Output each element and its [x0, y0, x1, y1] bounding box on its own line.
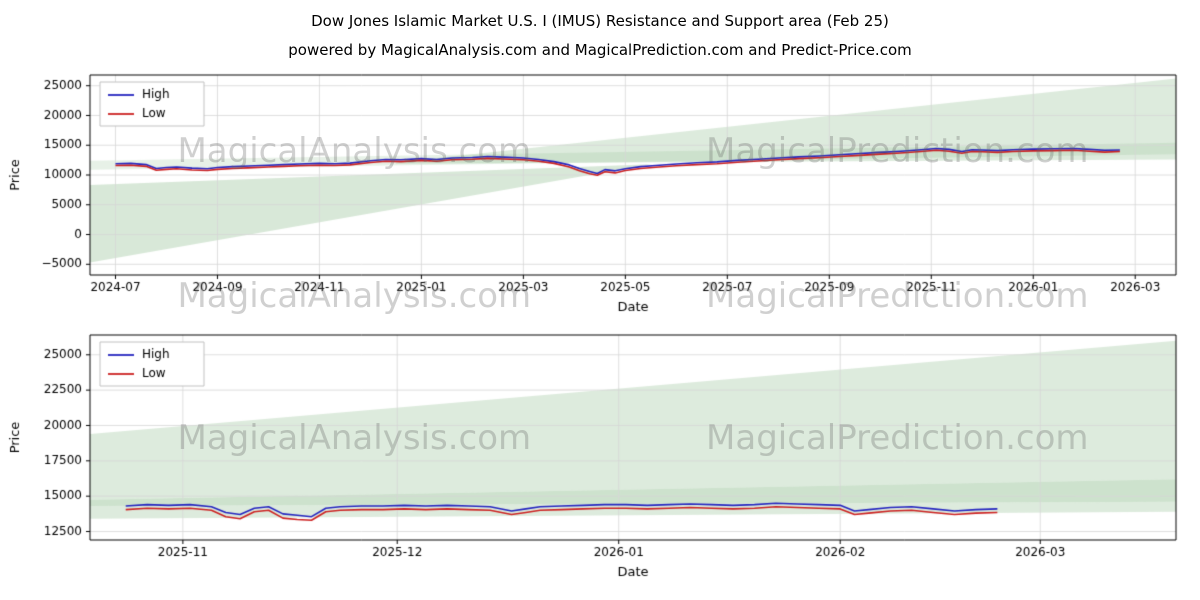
top-chart-canvas	[0, 70, 1200, 320]
page-title: Dow Jones Islamic Market U.S. I (IMUS) R…	[311, 12, 889, 30]
bottom-chart-canvas	[0, 325, 1200, 600]
page-subtitle: powered by MagicalAnalysis.com and Magic…	[288, 41, 912, 59]
figure-header: Dow Jones Islamic Market U.S. I (IMUS) R…	[0, 0, 1200, 59]
